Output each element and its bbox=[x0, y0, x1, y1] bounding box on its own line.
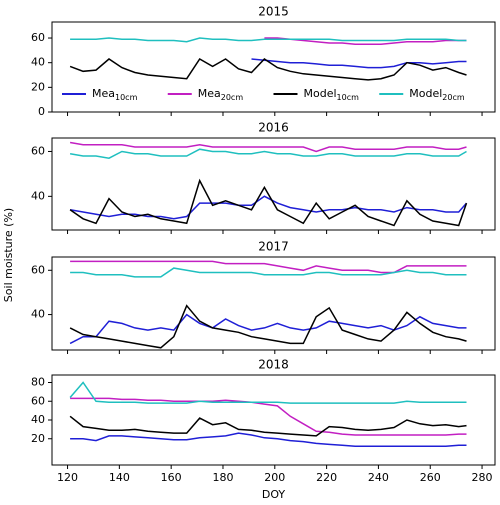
y-tick-label: 80 bbox=[31, 376, 45, 389]
plot-frame bbox=[51, 137, 496, 231]
x-tick-label: 200 bbox=[264, 471, 285, 484]
series-line bbox=[264, 37, 467, 45]
y-tick-label: 40 bbox=[31, 56, 45, 69]
series-line bbox=[69, 304, 467, 349]
x-tick-label: 240 bbox=[368, 471, 389, 484]
legend-label: Mea10cm bbox=[92, 87, 138, 102]
series-line bbox=[70, 37, 467, 43]
series-line bbox=[251, 58, 467, 69]
x-tick-label: 120 bbox=[57, 471, 78, 484]
y-tick-label: 60 bbox=[31, 394, 45, 407]
series-line bbox=[70, 267, 467, 278]
legend-label: Mea20cm bbox=[198, 87, 244, 102]
subplot-title: 2015 bbox=[258, 5, 289, 19]
x-tick-label: 180 bbox=[212, 471, 233, 484]
subplot-title: 2016 bbox=[258, 121, 289, 135]
y-tick-label: 40 bbox=[31, 308, 45, 321]
series-line bbox=[69, 381, 467, 404]
subplot-title: 2017 bbox=[258, 240, 289, 254]
x-axis-label: DOY bbox=[262, 488, 286, 501]
y-tick-label: 60 bbox=[31, 263, 45, 276]
legend-label: Model10cm bbox=[304, 87, 360, 102]
plot-frame bbox=[51, 21, 496, 113]
series-line bbox=[70, 397, 467, 436]
series-line bbox=[70, 432, 467, 448]
y-tick-label: 40 bbox=[31, 413, 45, 426]
x-tick-label: 260 bbox=[420, 471, 441, 484]
x-tick-label: 140 bbox=[109, 471, 130, 484]
series-line bbox=[69, 57, 467, 81]
x-tick-label: 280 bbox=[472, 471, 493, 484]
series-line bbox=[69, 141, 467, 153]
plot-frame bbox=[51, 374, 496, 466]
series-line bbox=[69, 415, 467, 437]
plot-frame bbox=[51, 256, 496, 351]
x-tick-label: 160 bbox=[161, 471, 182, 484]
series-line bbox=[70, 260, 467, 274]
legend-label: Model20cm bbox=[409, 87, 465, 102]
y-tick-label: 60 bbox=[31, 144, 45, 157]
y-tick-label: 40 bbox=[31, 189, 45, 202]
series-line bbox=[69, 148, 467, 159]
y-tick-label: 20 bbox=[31, 80, 45, 93]
y-axis-label: Soil moisture (%) bbox=[2, 208, 15, 302]
x-tick-label: 220 bbox=[316, 471, 337, 484]
y-tick-label: 60 bbox=[31, 31, 45, 44]
series-line bbox=[69, 313, 467, 345]
y-tick-label: 0 bbox=[38, 105, 45, 118]
subplot-title: 2018 bbox=[258, 358, 289, 372]
y-tick-label: 20 bbox=[31, 432, 45, 445]
series-line bbox=[69, 178, 468, 227]
